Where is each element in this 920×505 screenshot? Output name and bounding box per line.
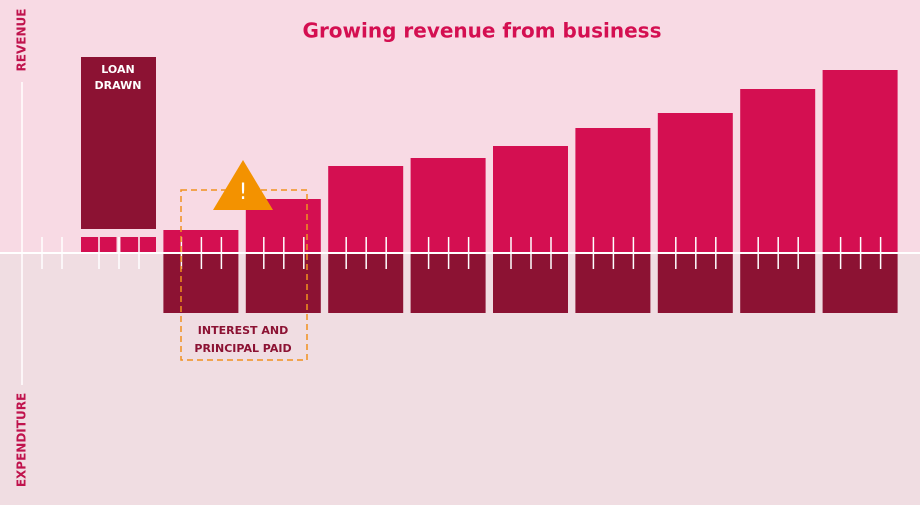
revenue-bar xyxy=(740,89,816,253)
loan-bar xyxy=(81,57,156,229)
warning-icon xyxy=(213,160,273,210)
revenue-bar xyxy=(822,70,898,253)
revenue-bar xyxy=(575,128,651,253)
loan-label: DRAWN xyxy=(95,79,142,92)
revenue-bar xyxy=(493,146,568,253)
decor-ticks xyxy=(41,237,882,269)
revenue-bar xyxy=(657,113,733,253)
repayment-label: INTEREST AND xyxy=(198,324,288,337)
repayment-label: PRINCIPAL PAID xyxy=(194,342,291,355)
loan-label: LOAN xyxy=(101,63,134,76)
y-label-top: REVENUE xyxy=(15,9,29,72)
y-label-bottom: EXPENDITURE xyxy=(15,393,29,487)
chart-title: Growing revenue from business xyxy=(303,19,662,43)
bars xyxy=(81,57,898,313)
warning-mark: ! xyxy=(239,180,248,205)
